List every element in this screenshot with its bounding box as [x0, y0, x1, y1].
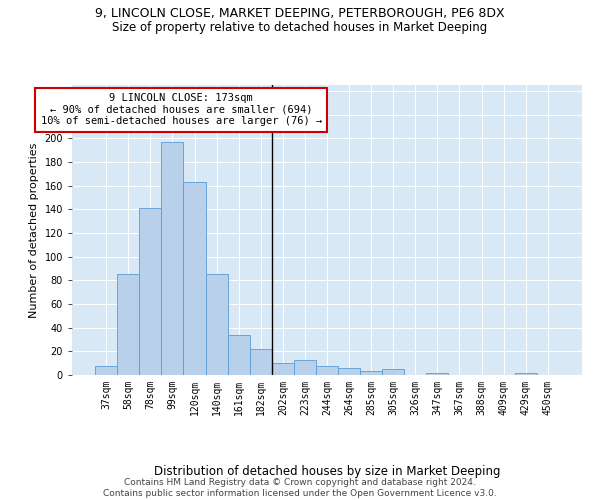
Bar — [161, 142, 184, 375]
Bar — [427, 372, 448, 375]
Bar — [139, 208, 161, 375]
Bar — [316, 366, 338, 375]
Bar — [338, 368, 360, 375]
Text: 9 LINCOLN CLOSE: 173sqm
← 90% of detached houses are smaller (694)
10% of semi-d: 9 LINCOLN CLOSE: 173sqm ← 90% of detache… — [41, 94, 322, 126]
Text: 9, LINCOLN CLOSE, MARKET DEEPING, PETERBOROUGH, PE6 8DX: 9, LINCOLN CLOSE, MARKET DEEPING, PETERB… — [95, 8, 505, 20]
Bar — [227, 335, 250, 375]
Bar — [117, 274, 139, 375]
Bar — [515, 372, 537, 375]
Bar — [382, 369, 404, 375]
Text: Distribution of detached houses by size in Market Deeping: Distribution of detached houses by size … — [154, 464, 500, 477]
Bar — [184, 182, 206, 375]
Bar — [272, 363, 294, 375]
Bar — [250, 349, 272, 375]
Text: Contains HM Land Registry data © Crown copyright and database right 2024.
Contai: Contains HM Land Registry data © Crown c… — [103, 478, 497, 498]
Bar — [360, 372, 382, 375]
Bar — [206, 274, 227, 375]
Text: Size of property relative to detached houses in Market Deeping: Size of property relative to detached ho… — [112, 21, 488, 34]
Bar — [95, 366, 117, 375]
Y-axis label: Number of detached properties: Number of detached properties — [29, 142, 39, 318]
Bar — [294, 360, 316, 375]
